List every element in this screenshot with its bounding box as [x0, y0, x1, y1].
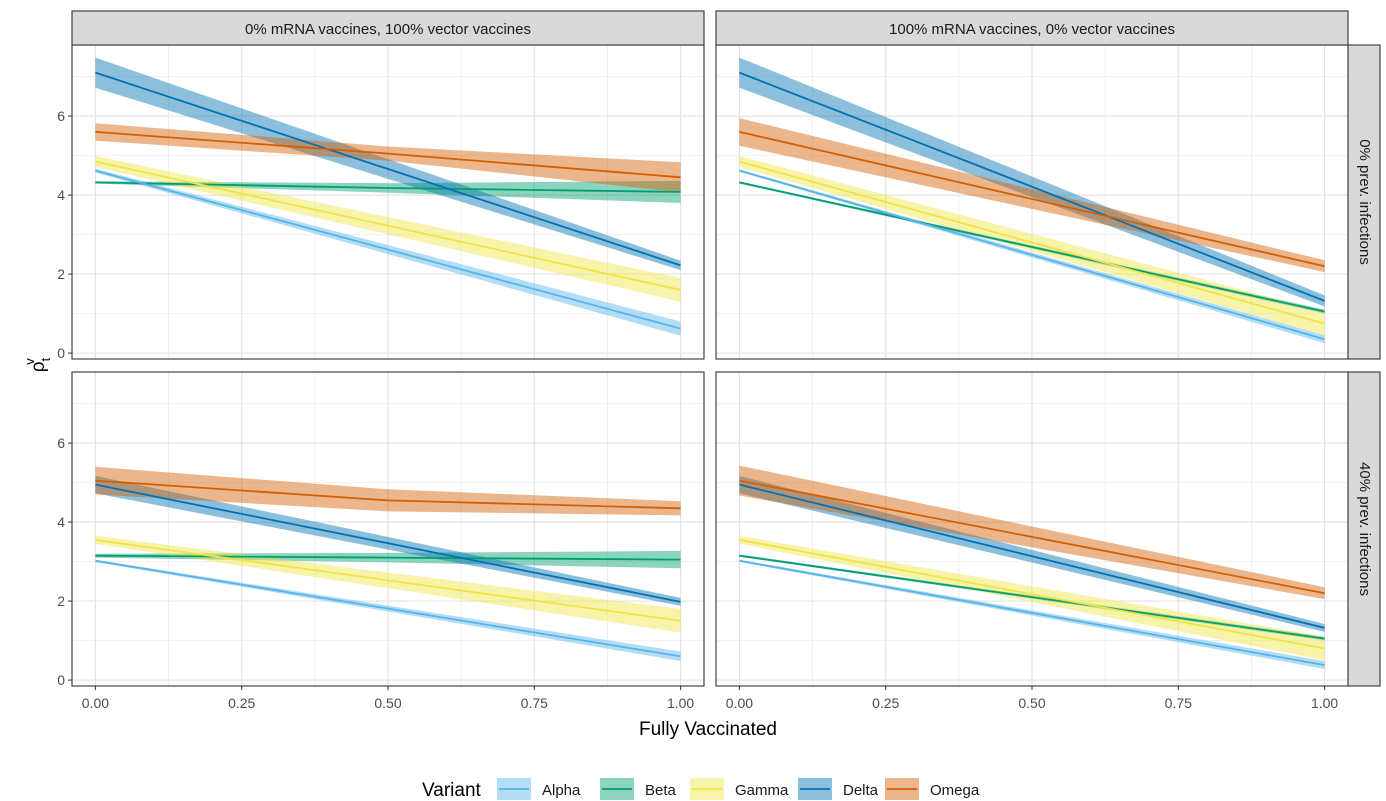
ribbon-omega	[95, 123, 681, 193]
ribbon-gamma	[95, 156, 681, 302]
legend-entry-delta: Delta	[798, 778, 879, 800]
line-gamma	[95, 539, 681, 622]
y-tick-label: 0	[57, 672, 65, 688]
column-strip	[715, 10, 1349, 46]
legend-label: Beta	[645, 782, 677, 799]
line-delta	[95, 483, 681, 603]
panel-0-1	[71, 371, 705, 687]
row-strip-label: 0% prev. infections	[1356, 139, 1373, 265]
line-delta	[739, 71, 1325, 302]
line-gamma	[95, 160, 681, 291]
line-alpha	[739, 169, 1325, 341]
column-strip	[71, 10, 705, 46]
column-strip-label: 100% mRNA vaccines, 0% vector vaccines	[889, 21, 1175, 38]
ribbon-beta	[95, 180, 681, 203]
x-tick-label: 0.25	[228, 695, 255, 711]
panel-1-1	[715, 371, 1349, 687]
x-tick-label: 0.50	[374, 695, 401, 711]
line-beta	[95, 554, 681, 561]
legend-label: Alpha	[542, 782, 581, 799]
x-tick-label: 0.25	[872, 695, 899, 711]
line-gamma	[739, 539, 1325, 650]
line-omega	[95, 479, 681, 510]
x-tick-label: 1.00	[667, 695, 694, 711]
legend-entry-gamma: Gamma	[690, 778, 789, 800]
panel-0-0	[71, 44, 705, 360]
line-omega	[739, 479, 1325, 595]
y-tick-label: 0	[57, 345, 65, 361]
svg-text:ρtv: ρtv	[22, 357, 53, 372]
row-strip	[1347, 44, 1381, 360]
column-strip-label: 0% mRNA vaccines, 100% vector vaccines	[245, 21, 531, 38]
line-alpha	[95, 559, 681, 658]
line-delta	[739, 483, 1325, 629]
line-beta	[739, 181, 1325, 313]
ribbon-omega	[95, 466, 681, 516]
line-delta	[95, 71, 681, 267]
legend-entry-alpha: Alpha	[497, 778, 581, 800]
legend: Variant Alpha Beta Gamma Delta Omega	[422, 778, 980, 801]
x-tick-label: 0.75	[1165, 695, 1192, 711]
y-tick-label: 6	[57, 108, 65, 124]
legend-entry-beta: Beta	[600, 778, 677, 800]
x-tick-label: 1.00	[1311, 695, 1338, 711]
panels-layer	[71, 44, 1349, 687]
line-beta	[95, 181, 681, 193]
ribbon-beta	[95, 550, 681, 569]
y-axis-title-base: ρ	[28, 361, 49, 372]
line-gamma	[739, 160, 1325, 325]
row-strip-label: 40% prev. infections	[1356, 462, 1373, 596]
y-tick-label: 4	[57, 514, 65, 530]
legend-title: Variant	[422, 780, 482, 801]
y-axis-title: ρtv	[22, 357, 53, 372]
line-omega	[739, 131, 1325, 268]
legend-entry-omega: Omega	[885, 778, 980, 800]
panel-1-0	[715, 44, 1349, 360]
y-tick-label: 2	[57, 266, 65, 282]
legend-label: Omega	[930, 782, 980, 799]
ribbon-omega	[739, 118, 1325, 273]
strips-layer: 0% mRNA vaccines, 100% vector vaccines 10…	[71, 10, 1381, 687]
legend-label: Gamma	[735, 782, 789, 799]
line-alpha	[95, 169, 681, 330]
line-beta	[739, 554, 1325, 640]
line-alpha	[739, 559, 1325, 666]
line-omega	[95, 131, 681, 179]
y-tick-label: 2	[57, 593, 65, 609]
y-axis-title-sub: t	[38, 357, 53, 361]
y-axis-title-sup: v	[22, 358, 37, 365]
x-axis-title: Fully Vaccinated	[639, 719, 777, 740]
y-tick-label: 6	[57, 435, 65, 451]
x-tick-label: 0.00	[82, 695, 109, 711]
y-tick-label: 4	[57, 187, 65, 203]
row-strip	[1347, 371, 1381, 687]
x-tick-label: 0.75	[521, 695, 548, 711]
ribbon-gamma	[739, 156, 1325, 336]
x-tick-label: 0.50	[1018, 695, 1045, 711]
axes-layer: 0 2 4 6 0 2 4 6 0.00 0.25 0.50 0.75 1.00 0.00 0.25 0.50…	[57, 108, 1338, 711]
x-tick-label: 0.00	[726, 695, 753, 711]
legend-label: Delta	[843, 782, 879, 799]
